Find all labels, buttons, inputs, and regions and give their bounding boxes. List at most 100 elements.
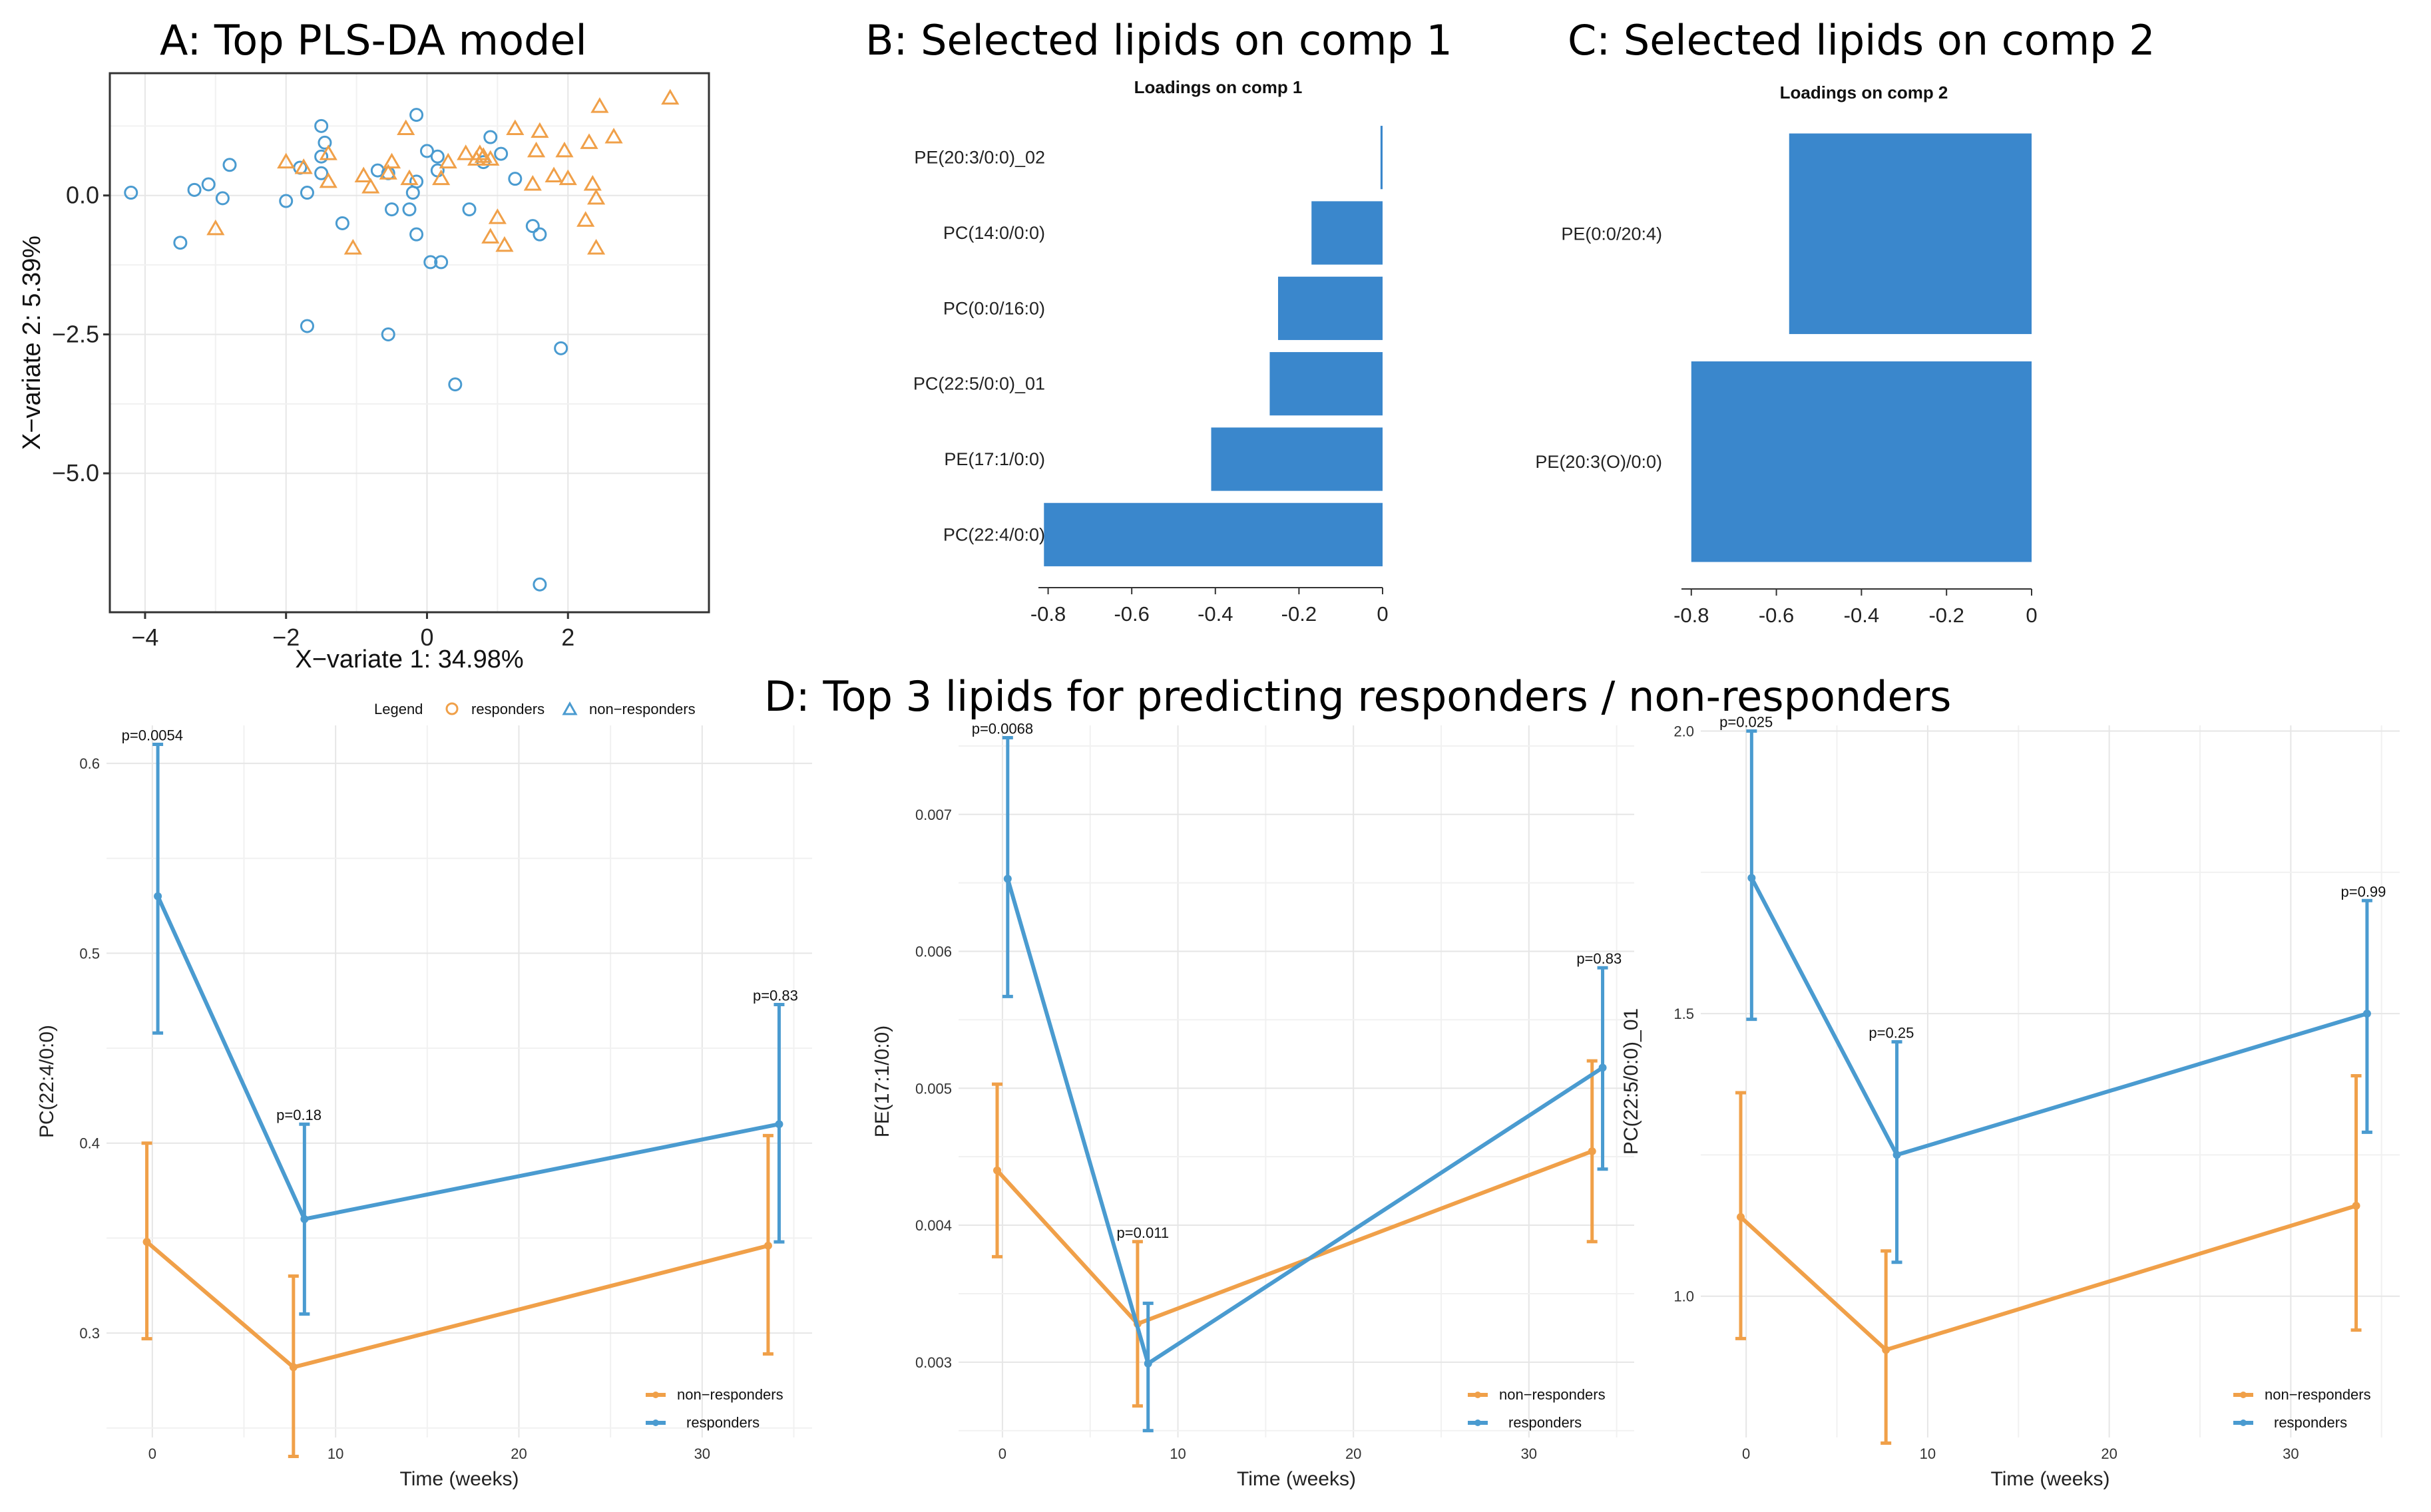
- responder-point: [335, 216, 349, 230]
- scatter-points: [124, 89, 680, 592]
- non-responder-point: [474, 147, 493, 163]
- responder-point: [423, 255, 438, 270]
- responder-point: [314, 118, 329, 133]
- comp2-x-tick-label: -0.2: [1928, 604, 1964, 627]
- pc-22-4-responders-point: [154, 892, 162, 900]
- responder-point: [494, 146, 509, 161]
- responder-point: [300, 319, 314, 333]
- comp1-category-label: PE(20:3/0:0)_02: [914, 148, 1045, 168]
- responder-point: [430, 149, 445, 164]
- comp1-category-label: PC(0:0/16:0): [943, 298, 1045, 318]
- non-responder-point: [576, 211, 595, 227]
- comp2-bar: [1789, 133, 2032, 334]
- pc-22-4-responders-point: [775, 1120, 783, 1129]
- pc-22-4-gridlines: [107, 725, 812, 1437]
- pc-22-5-x-tick-label: 30: [2283, 1445, 2299, 1462]
- pe-17-1-y-tick-label: 0.006: [915, 944, 952, 960]
- pe-17-1-y-tick-label: 0.004: [915, 1217, 952, 1234]
- comp1-bars: [1044, 126, 1383, 566]
- non-responder-point: [319, 144, 337, 160]
- pc-22-4-p-value-label: p=0.0054: [122, 727, 183, 744]
- responder-point: [279, 194, 294, 208]
- comp1-bar: [1269, 352, 1383, 416]
- panel-a-scatter: −4 −2 0 2 0.0 −2.5 −5.0 X−variate 1: 34.98% X−…: [18, 72, 710, 717]
- responder-point: [419, 144, 434, 158]
- legend-responders-marker: [445, 702, 459, 715]
- responder-point: [434, 255, 449, 270]
- non-responder-point: [471, 144, 489, 160]
- pc-22-5-responders-point: [1892, 1151, 1901, 1159]
- pc-22-4-legend-label: non−responders: [677, 1386, 783, 1403]
- non-responder-point: [361, 178, 380, 194]
- comp2-chart-title: Loadings on comp 2: [1780, 83, 1948, 102]
- non-responder-point: [379, 164, 397, 180]
- comp1-category-label: PC(14:0/0:0): [943, 223, 1045, 243]
- pe-17-1-responders-point: [1144, 1359, 1152, 1368]
- comp2-category-label: PE(0:0/20:4): [1561, 224, 1662, 244]
- comp2-x-tick-label: -0.4: [1844, 604, 1879, 627]
- comp2-x-tick-label: -0.8: [1673, 604, 1709, 627]
- scatter-y-tick-label: −5.0: [52, 459, 99, 486]
- pc-22-4-x-tick-label: 0: [148, 1445, 156, 1462]
- pc-22-4-y-tick-label: 0.5: [79, 945, 100, 962]
- comp1-bar: [1380, 126, 1383, 190]
- pc-22-4-y-tick-label: 0.6: [79, 755, 100, 772]
- pc-22-5-x-axis-label: Time (weeks): [1991, 1468, 2110, 1490]
- scatter-ticks: −4 −2 0 2 0.0 −2.5 −5.0: [52, 182, 574, 651]
- pc-22-4-y-tick-label: 0.3: [79, 1325, 100, 1342]
- comp1-chart-title: Loadings on comp 1: [1134, 77, 1303, 97]
- pc-22-5-legend-label: non−responders: [2265, 1386, 2371, 1403]
- pe-17-1-y-tick-label: 0.005: [915, 1080, 952, 1097]
- comp1-x-tick-label: -0.4: [1198, 602, 1233, 626]
- pc-22-4-x-tick-label: 30: [694, 1445, 710, 1462]
- panel-b-title: B: Selected lipids on comp 1: [865, 16, 1452, 65]
- scatter-y-tick-label: −2.5: [52, 320, 99, 347]
- pc-22-5-p-value-label: p=0.99: [2341, 883, 2386, 900]
- responder-point: [525, 219, 540, 234]
- legend-title: Legend: [374, 701, 423, 717]
- non-responder-point: [661, 89, 680, 105]
- non-responder-point: [481, 228, 500, 244]
- responder-point: [533, 577, 547, 592]
- comp1-axis: PE(20:3/0:0)_02 PC(14:0/0:0) PC(0:0/16:0) P…: [913, 148, 1389, 626]
- responder-point: [448, 377, 463, 392]
- pc-22-5-legend-label: responders: [2274, 1414, 2347, 1431]
- responder-point: [314, 149, 329, 164]
- non-responder-point: [354, 166, 373, 182]
- pc-22-5-gridlines: [1701, 725, 2400, 1437]
- scatter-x-tick-label: −4: [131, 624, 158, 651]
- pc-22-5-y-tick-label: 2.0: [1673, 723, 1694, 739]
- legend-non-responders-label: non−responders: [589, 701, 696, 717]
- scatter-x-tick-label: 2: [561, 624, 574, 651]
- pc-22-5-responders-point: [2362, 1010, 2371, 1018]
- non-responder-point: [545, 166, 563, 182]
- pc-22-4-p-value-label: p=0.83: [753, 987, 798, 1004]
- non-responder-point: [531, 122, 549, 138]
- pe-17-1-non-responders-point: [1588, 1147, 1596, 1155]
- non-responder-point: [294, 158, 313, 174]
- pe-17-1-x-tick-label: 0: [998, 1445, 1006, 1462]
- pc-22-5-y-tick-label: 1.5: [1673, 1006, 1694, 1022]
- scatter-x-tick-label: 0: [420, 624, 433, 651]
- comp1-x-tick-label: -0.6: [1114, 602, 1149, 626]
- pc-22-5-non-responders-point: [1737, 1213, 1745, 1221]
- responder-point: [187, 182, 202, 197]
- pe-17-1-legend-key-dot: [1474, 1419, 1481, 1426]
- pc-22-4-legend-label: responders: [686, 1414, 760, 1431]
- non-responder-point: [343, 239, 362, 255]
- pc-22-5-y-axis-label: PC(22:5/0:0)_01: [1620, 1008, 1642, 1155]
- non-responder-point: [590, 97, 609, 113]
- pe-17-1-x-tick-label: 10: [1170, 1445, 1186, 1462]
- scatter-plot-frame: [109, 72, 710, 614]
- responder-point: [508, 172, 523, 186]
- pe-17-1-responders-point: [1598, 1063, 1607, 1072]
- comp1-x-tick-label: -0.2: [1281, 602, 1317, 626]
- comp2-bars: [1691, 133, 2032, 562]
- pc-22-5-x-tick-label: 0: [1742, 1445, 1750, 1462]
- non-responder-point: [400, 169, 419, 186]
- comp1-category-label: PC(22:4/0:0): [943, 524, 1045, 544]
- responder-point: [409, 227, 424, 242]
- non-responder-point: [481, 150, 500, 166]
- pc-22-4-non-responders-point: [289, 1363, 298, 1372]
